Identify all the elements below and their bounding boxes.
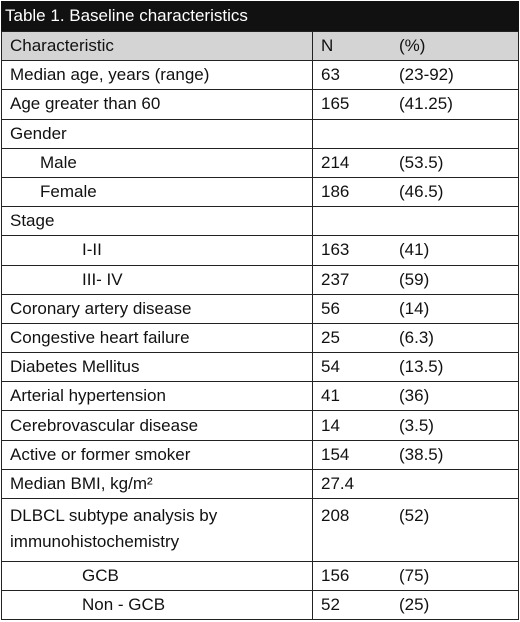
label-cell: Cerebrovascular disease: [1, 410, 313, 441]
label-cell: Female: [1, 176, 313, 208]
percent-cell: (13.5): [395, 352, 519, 383]
header-cell: N: [312, 30, 395, 62]
table-row: Stage: [1, 206, 519, 237]
percent-cell: (75): [395, 560, 519, 592]
label-cell: I-II: [1, 235, 313, 266]
n-cell: 41: [312, 381, 395, 412]
label-cell: Coronary artery disease: [1, 293, 313, 324]
percent-cell: (41): [395, 235, 519, 266]
n-cell: 186: [312, 176, 395, 208]
n-cell: 63: [312, 60, 395, 91]
label-cell: Male: [1, 147, 313, 178]
n-cell: 208: [312, 498, 395, 562]
percent-cell: (36): [395, 381, 519, 412]
table-row: Female 186 (46.5): [1, 176, 519, 208]
n-cell: 52: [312, 590, 395, 621]
percent-cell: (3.5): [395, 410, 519, 441]
label-cell: GCB: [1, 560, 313, 592]
table-row: GCB 156 (75): [1, 560, 519, 592]
percent-cell: (23-92): [395, 60, 519, 91]
percent-cell: (25): [395, 590, 519, 621]
header-cell: (%): [395, 30, 519, 62]
percent-cell: (53.5): [395, 147, 519, 178]
header-row: Characteristic N (%): [1, 30, 519, 62]
percent-cell: (41.25): [395, 89, 519, 120]
label-cell: Median BMI, kg/m²: [1, 468, 313, 500]
n-cell: 154: [312, 439, 395, 470]
table-row: Arterial hypertension 41 (36): [1, 381, 519, 412]
percent-cell: [395, 118, 519, 149]
percent-cell: (38.5): [395, 439, 519, 470]
percent-cell: [395, 206, 519, 237]
n-cell: 27.4: [312, 468, 395, 500]
table-row: Non - GCB 52 (25): [1, 590, 519, 621]
n-cell: 25: [312, 322, 395, 354]
table: Characteristic N (%) Median age, years (…: [1, 30, 519, 621]
table-title: Table 1. Baseline characteristics: [1, 1, 519, 31]
table-row: DLBCL subtype analysis by immunohistoche…: [1, 498, 519, 562]
header-cell: Characteristic: [1, 30, 313, 62]
table-row: Cerebrovascular disease 14 (3.5): [1, 410, 519, 441]
n-cell: 56: [312, 293, 395, 324]
label-cell: Arterial hypertension: [1, 381, 313, 412]
n-cell: 14: [312, 410, 395, 441]
label-cell: Gender: [1, 118, 313, 149]
table-row: Congestive heart failure 25 (6.3): [1, 322, 519, 354]
label-cell: III- IV: [1, 264, 313, 295]
n-cell: [312, 206, 395, 237]
table-row: Median age, years (range) 63 (23-92): [1, 60, 519, 91]
label-cell: Congestive heart failure: [1, 322, 313, 354]
label-cell: Age greater than 60: [1, 89, 313, 120]
label-cell: DLBCL subtype analysis by immunohistoche…: [1, 498, 313, 562]
n-cell: [312, 118, 395, 149]
table-row: Diabetes Mellitus 54 (13.5): [1, 352, 519, 383]
n-cell: 163: [312, 235, 395, 266]
table-row: Active or former smoker 154 (38.5): [1, 439, 519, 470]
table-row: Male 214 (53.5): [1, 147, 519, 178]
table-row: Gender: [1, 118, 519, 149]
table-row: Age greater than 60 165 (41.25): [1, 89, 519, 120]
label-cell: Stage: [1, 206, 313, 237]
table-body: Characteristic N (%) Median age, years (…: [1, 30, 519, 621]
table-row: Median BMI, kg/m² 27.4: [1, 468, 519, 500]
n-cell: 237: [312, 264, 395, 295]
percent-cell: (46.5): [395, 176, 519, 208]
n-cell: 214: [312, 147, 395, 178]
label-cell: Diabetes Mellitus: [1, 352, 313, 383]
n-cell: 156: [312, 560, 395, 592]
percent-cell: (59): [395, 264, 519, 295]
percent-cell: (14): [395, 293, 519, 324]
table-row: III- IV 237 (59): [1, 264, 519, 295]
table-row: I-II 163 (41): [1, 235, 519, 266]
label-cell: Non - GCB: [1, 590, 313, 621]
percent-cell: (52): [395, 498, 519, 562]
percent-cell: (6.3): [395, 322, 519, 354]
n-cell: 54: [312, 352, 395, 383]
label-cell: Active or former smoker: [1, 439, 313, 470]
table-row: Coronary artery disease 56 (14): [1, 293, 519, 324]
percent-cell: [395, 468, 519, 500]
n-cell: 165: [312, 89, 395, 120]
label-cell: Median age, years (range): [1, 60, 313, 91]
